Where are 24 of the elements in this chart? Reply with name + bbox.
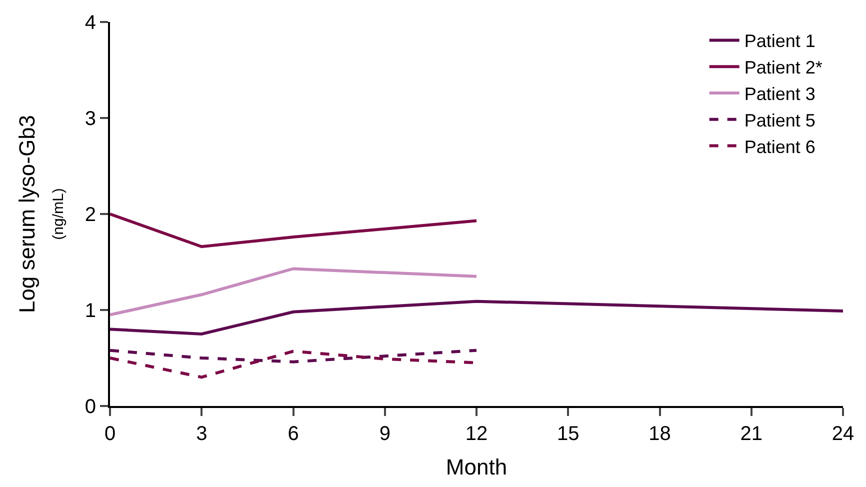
- legend-label: Patient 5: [744, 110, 816, 130]
- x-tick-label: 15: [557, 423, 580, 445]
- y-tick-label: 4: [84, 12, 96, 34]
- y-tick-label: 3: [84, 108, 96, 130]
- y-axis-title: Log serum lyso-Gb3 (ng/mL): [14, 114, 68, 314]
- x-tick-label: 6: [288, 423, 299, 445]
- x-tick-label: 18: [648, 423, 671, 445]
- x-tick-label: 21: [740, 423, 763, 445]
- x-tick-label: 0: [104, 423, 116, 445]
- line-series: [110, 212, 478, 248]
- x-tick-label: 12: [465, 423, 488, 445]
- x-tick-label: 24: [832, 423, 854, 445]
- y-tick-label: 1: [84, 300, 96, 322]
- legend-label: Patient 2*: [744, 58, 822, 78]
- x-axis-title: Month: [446, 454, 508, 480]
- x-tick-label: 9: [379, 423, 390, 445]
- y-tick-label: 0: [84, 396, 96, 418]
- line-series: [110, 267, 478, 316]
- legend-label: Patient 6: [744, 136, 816, 157]
- x-tick-label: 3: [196, 423, 208, 445]
- y-tick-label: 2: [84, 204, 96, 226]
- legend-label: Patient 3: [744, 84, 816, 104]
- legend-label: Patient 1: [744, 31, 816, 52]
- line-series: [110, 300, 843, 336]
